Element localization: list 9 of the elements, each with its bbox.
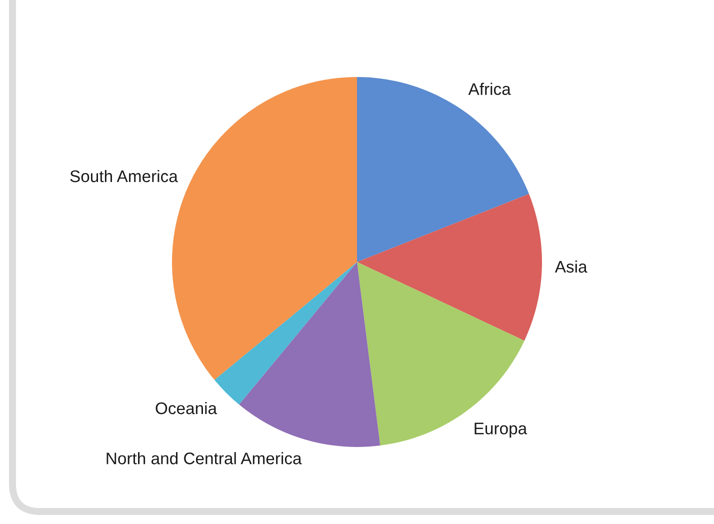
pie-slice	[239, 262, 380, 447]
pie-slice	[357, 194, 542, 341]
slice-label: Oceania	[156, 402, 218, 414]
slice-label: Africa	[468, 82, 511, 95]
pie-slice	[357, 77, 530, 262]
slice-label: North and Central America	[106, 452, 302, 464]
slice-label: South America	[70, 170, 178, 182]
slice-label: Asia	[554, 260, 588, 273]
slice-label: Europa	[474, 422, 528, 438]
